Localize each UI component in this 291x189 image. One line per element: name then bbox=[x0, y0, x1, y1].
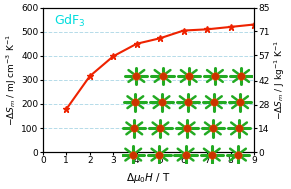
Text: GdF$_3$: GdF$_3$ bbox=[54, 12, 86, 29]
Y-axis label: $-\Delta S_m$ / mJ cm$^{-3}$ K$^{-1}$: $-\Delta S_m$ / mJ cm$^{-3}$ K$^{-1}$ bbox=[4, 34, 19, 126]
X-axis label: $\Delta\mu_0 H$ / T: $\Delta\mu_0 H$ / T bbox=[126, 171, 171, 185]
Y-axis label: $-\Delta S_m$ / J kg$^{-1}$ K$^{-1}$: $-\Delta S_m$ / J kg$^{-1}$ K$^{-1}$ bbox=[272, 40, 287, 120]
